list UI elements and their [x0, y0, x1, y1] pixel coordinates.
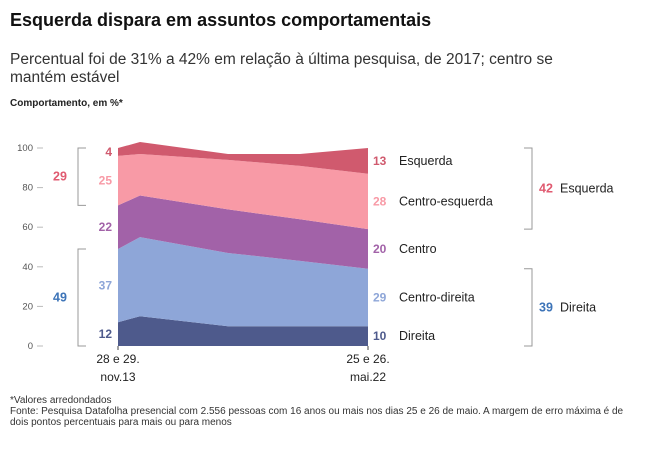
- end-group-value: 42: [539, 182, 553, 196]
- area-centro: [118, 195, 368, 269]
- chart-title: Esquerda dispara em assuntos comportamen…: [10, 10, 432, 30]
- end-value-label: 13: [373, 154, 387, 168]
- footnote: *Valores arredondados: [10, 395, 112, 406]
- x-tick-label: 28 e 29.: [96, 352, 139, 366]
- start-group-value: 49: [53, 290, 67, 304]
- start-value-label: 4: [105, 145, 112, 159]
- area-centro-direita: [118, 237, 368, 327]
- end-value-label: 20: [373, 242, 387, 256]
- end-value-label: 10: [373, 329, 387, 343]
- series-name-label: Centro: [399, 242, 437, 256]
- end-value-label: 28: [373, 194, 387, 208]
- series-name-label: Esquerda: [399, 154, 453, 168]
- start-value-label: 22: [99, 220, 113, 234]
- start-value-label: 25: [99, 174, 113, 188]
- stacked-area-chart: 0 20 40 60 80 100 12 10 Direita 37 29 Centro-direit…: [17, 142, 614, 384]
- series-name-label: Direita: [399, 329, 435, 343]
- area-centro-esquerda: [118, 153, 368, 230]
- series-name-label: Centro-direita: [399, 290, 475, 304]
- x-tick-label: nov.13: [100, 370, 135, 384]
- y-tick-label: 80: [22, 183, 33, 194]
- end-group-bracket: [524, 268, 533, 347]
- start-value-label: 37: [99, 279, 113, 293]
- start-value-label: 12: [99, 327, 113, 341]
- x-tick-label: mai.22: [350, 370, 386, 384]
- unit-label: Comportamento, em %*: [10, 98, 123, 109]
- y-tick-label: 60: [22, 222, 33, 233]
- x-tick-label: 25 e 26.: [346, 352, 389, 366]
- source-note: Fonte: Pesquisa Datafolha presencial com…: [10, 406, 624, 428]
- y-tick-label: 40: [22, 262, 33, 273]
- chart-subtitle: Percentual foi de 31% a 42% em relação à…: [10, 51, 553, 86]
- y-tick-label: 20: [22, 301, 33, 312]
- end-value-label: 29: [373, 290, 387, 304]
- area-esquerda: [118, 142, 368, 174]
- end-group-name: Direita: [560, 300, 596, 314]
- area-direita: [118, 316, 368, 346]
- start-group-bracket: [77, 248, 86, 347]
- y-tick-label: 0: [28, 341, 33, 352]
- start-group-value: 29: [53, 170, 67, 184]
- end-group-bracket: [524, 147, 533, 230]
- series-name-label: Centro-esquerda: [399, 194, 493, 208]
- end-group-name: Esquerda: [560, 182, 614, 196]
- end-group-value: 39: [539, 300, 553, 314]
- y-tick-label: 100: [17, 143, 33, 154]
- start-group-bracket: [77, 147, 86, 206]
